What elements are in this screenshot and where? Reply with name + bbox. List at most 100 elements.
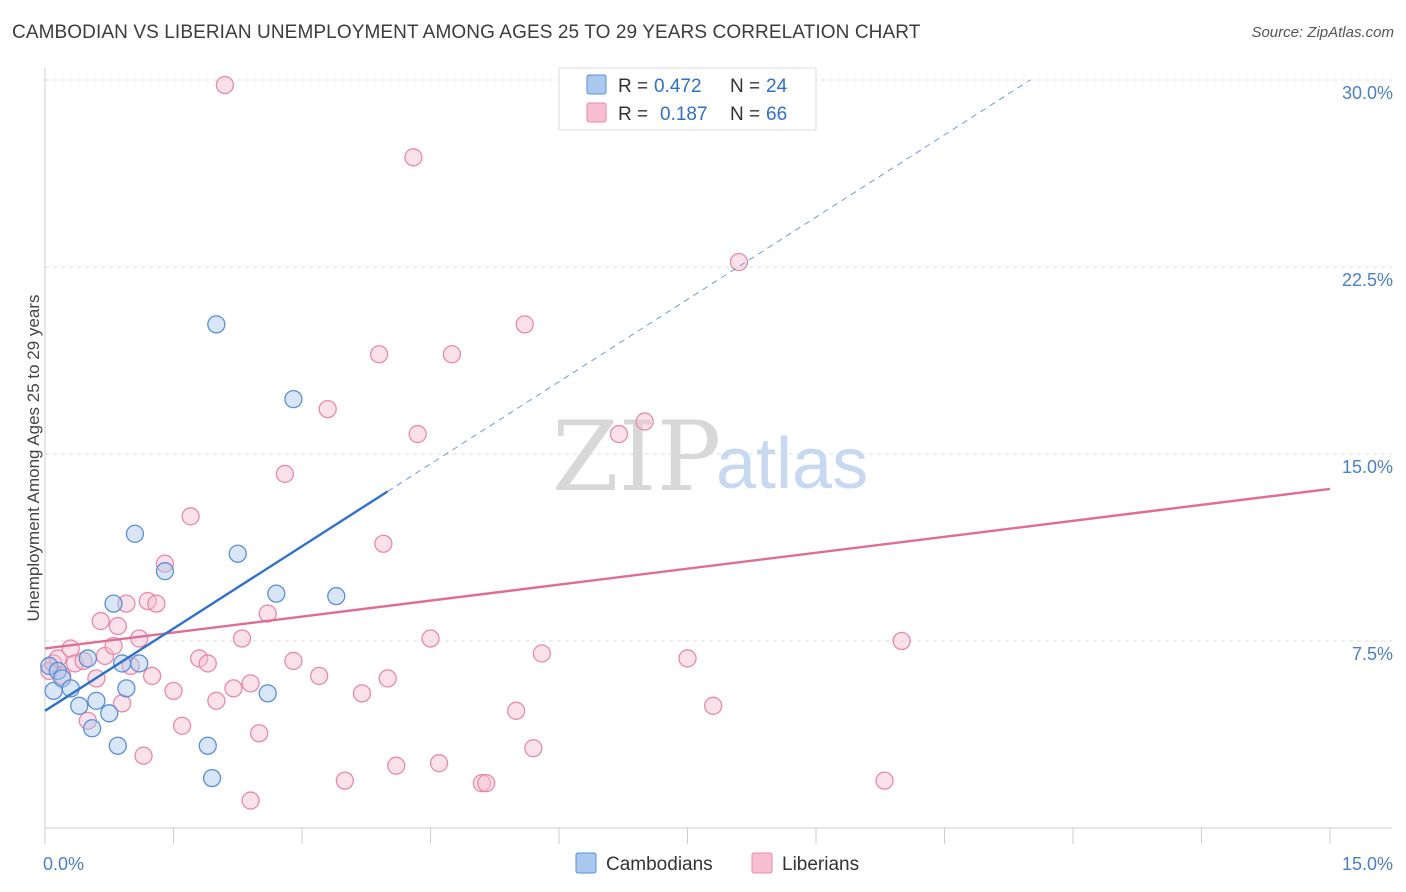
liberian-point [275,464,295,484]
cambodian-point [125,524,145,543]
x-tick-labels: 0.0% 15.0% [43,854,1393,874]
liberian-point [635,412,654,431]
liberian-point [104,636,123,656]
x-tick-label: 15.0% [1342,854,1393,874]
liberian-point [532,644,552,663]
liberian-point [224,679,243,698]
liberian-point [181,507,200,526]
cambodian-point [117,679,136,698]
cambodian-point [108,736,127,755]
liberian-point [155,554,175,573]
liberian-point [477,773,496,793]
liberian-point [678,649,697,668]
liberian-point [198,654,217,673]
liberian-point [117,594,136,613]
liberian-point [190,649,209,668]
liberian-point [91,611,110,631]
liberian-point [142,666,162,686]
cambodian-point [82,719,102,738]
liberian-point [250,724,269,743]
cambodian-point [104,594,123,613]
liberian-point [309,666,329,686]
liberians-points [40,75,911,810]
cambodian-point [202,768,222,788]
legend-r-value: 0.472 [654,76,702,97]
bottom-legend-label-cambodians: Cambodians [606,854,713,875]
cambodian-point [78,649,97,668]
legend-r-label: R = [618,76,648,97]
liberian-point [61,639,80,658]
legend-n-label: N = [730,76,760,97]
cambodian-point [327,586,346,606]
y-tick-label: 30.0% [1342,83,1393,103]
cambodian-point [207,315,226,334]
liberian-point [421,629,440,648]
y-tick-label: 15.0% [1342,457,1393,477]
liberian-point [335,771,354,790]
liberian-point [374,534,393,553]
liberian-point [875,771,894,790]
liberian-point [378,669,397,688]
liberian-point [108,616,127,636]
liberian-point [215,75,235,95]
liberian-point [892,631,911,651]
cambodian-point [228,544,247,563]
gridlines [45,79,1392,642]
trend-lines [44,79,1331,712]
cambodian-point [130,654,149,673]
bottom-legend-swatch-liberians [751,852,773,874]
legend-r-label: R = [618,104,648,125]
y-tick-labels: 7.5% 15.0% 22.5% 30.0% [1342,83,1393,664]
liberian-point [369,345,389,364]
liberian-point [241,791,260,810]
liberian-point [352,684,372,703]
bottom-legend: Cambodians Liberians [575,852,859,875]
liberian-point [429,754,449,773]
liberian-point [729,252,749,272]
y-axis-label: Unemployment Among Ages 25 to 29 years [24,295,43,622]
source-label: Source: ZipAtlas.com [1251,24,1394,41]
liberian-point [164,681,183,701]
cambodian-point [87,691,106,710]
liberian-point [284,651,303,671]
axes [44,68,1392,844]
chart-title: CAMBODIAN VS LIBERIAN UNEMPLOYMENT AMONG… [12,22,921,43]
liberian-point [258,604,277,623]
liberian-point [318,399,337,419]
liberian-point [404,148,423,167]
liberian-point [408,424,427,444]
liberian-point [524,739,543,758]
liberian-point [147,594,166,613]
liberian-trend-line [44,487,1331,650]
y-tick-label: 7.5% [1352,644,1393,664]
cambodian-point [258,684,277,703]
cambodian-point [40,656,59,676]
legend-n-value: 66 [766,104,787,125]
bottom-legend-label-liberians: Liberians [782,854,859,875]
liberian-point [609,424,629,444]
liberian-point [172,716,192,735]
bottom-legend-swatch-cambodians [575,852,597,874]
cambodian-point [70,696,89,715]
cambodians-points [40,315,346,788]
liberian-point [472,773,492,793]
liberian-point [241,674,260,693]
liberian-point [112,694,132,713]
legend-n-label: N = [730,104,760,125]
liberian-point [387,756,406,775]
cambodian-point [100,704,119,723]
legend-r-value: 0.187 [660,104,708,125]
y-tick-label: 22.5% [1342,270,1393,290]
liberian-point [442,345,462,364]
cambodian-point [155,562,175,581]
cambodian-point [267,584,286,603]
legend-swatch-cambodians [586,74,607,95]
liberian-point [704,696,723,715]
liberian-point [232,629,252,648]
liberian-point [134,746,153,765]
liberian-point [515,315,534,334]
liberian-point [507,701,526,720]
cambodian-trend-line [44,490,389,712]
legend-box: R = 0.472 N = 24 R = 0.187 N = 66 [558,67,817,131]
